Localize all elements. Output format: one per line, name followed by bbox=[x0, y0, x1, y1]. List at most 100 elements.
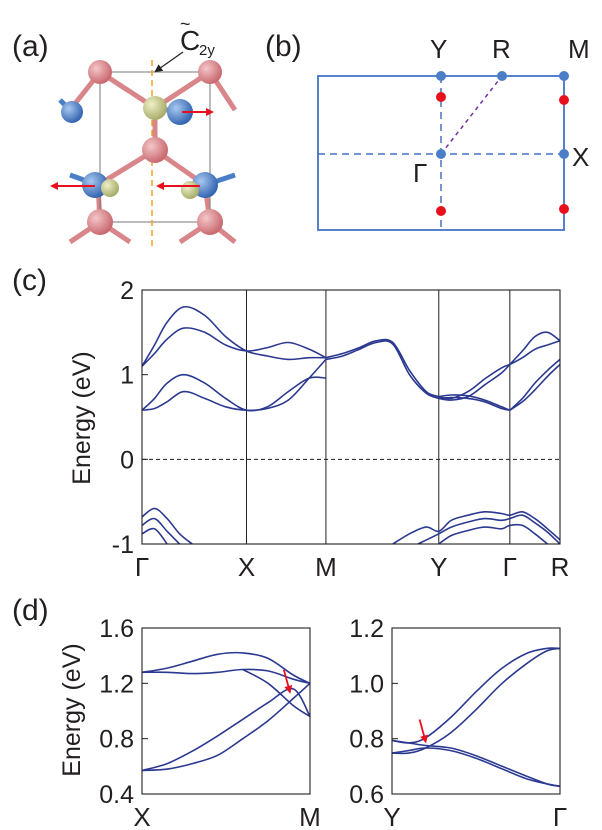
panel-c-label: (c) bbox=[12, 264, 47, 297]
atom bbox=[142, 137, 168, 163]
band-line bbox=[325, 340, 440, 400]
label-y: Y bbox=[430, 34, 447, 64]
band-line bbox=[142, 668, 310, 685]
tilde-mark: ~ bbox=[180, 14, 191, 34]
band-line bbox=[438, 363, 511, 401]
band-lines bbox=[392, 647, 560, 788]
k-label: Γ bbox=[135, 552, 149, 582]
panel-b: (b) Y R M X Γ bbox=[265, 30, 590, 231]
band-lines bbox=[142, 305, 560, 544]
panel-b-label: (b) bbox=[265, 30, 302, 63]
band-line bbox=[142, 373, 326, 412]
atom bbox=[88, 60, 112, 84]
band-line bbox=[392, 647, 560, 755]
crossing-arrow bbox=[282, 669, 293, 694]
hs-point-x bbox=[559, 149, 569, 159]
band-line bbox=[142, 358, 327, 412]
k-label: M bbox=[299, 802, 321, 830]
band-line bbox=[509, 340, 560, 366]
k-label: X bbox=[238, 552, 255, 582]
weyl-point bbox=[559, 204, 569, 214]
atom bbox=[101, 179, 119, 197]
c-ylabel: Energy (eV) bbox=[68, 351, 96, 484]
y-tick-label: 1.0 bbox=[349, 670, 384, 698]
band-line bbox=[392, 747, 560, 788]
k-label: Γ bbox=[503, 552, 517, 582]
band-line bbox=[142, 305, 326, 367]
band-line bbox=[142, 517, 181, 544]
weyl-point bbox=[559, 95, 569, 105]
atom bbox=[181, 181, 199, 199]
band-line bbox=[438, 363, 511, 400]
atom bbox=[167, 99, 193, 125]
gamma-r-path bbox=[440, 75, 503, 155]
y-tick-label: 1.2 bbox=[99, 670, 134, 698]
panel-a-label: (a) bbox=[12, 30, 49, 63]
band-line bbox=[142, 527, 168, 544]
k-label: Y bbox=[383, 802, 400, 830]
hs-point-gamma bbox=[436, 149, 446, 159]
label-r: R bbox=[492, 34, 511, 64]
hs-point-r bbox=[497, 71, 507, 81]
band-line bbox=[438, 523, 549, 544]
band-line bbox=[242, 668, 310, 718]
atom bbox=[198, 60, 222, 84]
hs-point-m bbox=[559, 71, 569, 81]
pointer-arrow bbox=[154, 51, 184, 73]
y-tick-label: -1 bbox=[112, 531, 134, 559]
k-label: Γ bbox=[553, 802, 567, 830]
plot-frame bbox=[391, 627, 561, 795]
plot-frame bbox=[141, 627, 311, 795]
band-line bbox=[142, 687, 310, 772]
band-plot-d-right: 1.2 1.0 0.8 0.6Y Γ bbox=[349, 615, 567, 830]
y-tick-label: 0.6 bbox=[349, 781, 384, 809]
d-ylabel: Energy (eV) bbox=[58, 643, 86, 776]
y-tick-label: 0.4 bbox=[99, 781, 134, 809]
band-line bbox=[325, 338, 440, 398]
label-x: X bbox=[572, 142, 589, 172]
k-label: R bbox=[551, 552, 570, 582]
band-line bbox=[392, 647, 560, 744]
crossing-arrow bbox=[418, 719, 428, 744]
band-line bbox=[142, 651, 310, 685]
band-line bbox=[142, 682, 310, 772]
weyl-point bbox=[436, 206, 446, 216]
atom bbox=[61, 101, 83, 123]
band-line bbox=[417, 514, 560, 544]
hs-point-y bbox=[436, 71, 446, 81]
k-label: X bbox=[133, 802, 150, 830]
y-tick-label: 2 bbox=[120, 277, 134, 305]
band-line bbox=[142, 507, 193, 544]
y-tick-label: 1.2 bbox=[349, 615, 384, 643]
y-tick-label: 1.6 bbox=[99, 615, 134, 643]
band-line bbox=[392, 510, 560, 544]
panel-c: (c) Energy (eV) 210-1Γ X M Y Γ R bbox=[12, 264, 569, 582]
y-tick-label: 0.8 bbox=[99, 726, 134, 754]
crystal-structure bbox=[50, 51, 238, 248]
weyl-point bbox=[436, 92, 446, 102]
atom bbox=[197, 209, 223, 235]
band-line bbox=[392, 739, 560, 788]
band-line bbox=[438, 396, 510, 411]
y-tick-label: 1 bbox=[120, 362, 134, 390]
band-line bbox=[509, 363, 560, 411]
band-plot-c: 210-1Γ X M Y Γ R bbox=[112, 277, 570, 582]
c2y-symbol: C bbox=[180, 25, 200, 56]
plot-frame bbox=[141, 289, 561, 545]
panel-d: (d) Energy (eV) 1.6 1.2 0.8 0.4X M 1.2 1.0 0.8… bbox=[12, 594, 567, 830]
y-tick-label: 0.8 bbox=[349, 726, 384, 754]
y-tick-label: 0 bbox=[120, 446, 134, 474]
band-plot-d-left: 1.6 1.2 0.8 0.4X M bbox=[99, 615, 321, 830]
c2y-subscript: 2y bbox=[199, 42, 215, 59]
atom bbox=[143, 96, 167, 120]
k-label: M bbox=[315, 552, 337, 582]
label-gamma: Γ bbox=[413, 158, 427, 188]
atom bbox=[87, 209, 113, 235]
k-label: Y bbox=[430, 552, 447, 582]
band-line bbox=[142, 327, 327, 367]
panel-d-label: (d) bbox=[12, 594, 49, 627]
band-line bbox=[509, 331, 560, 366]
band-line bbox=[438, 394, 511, 411]
